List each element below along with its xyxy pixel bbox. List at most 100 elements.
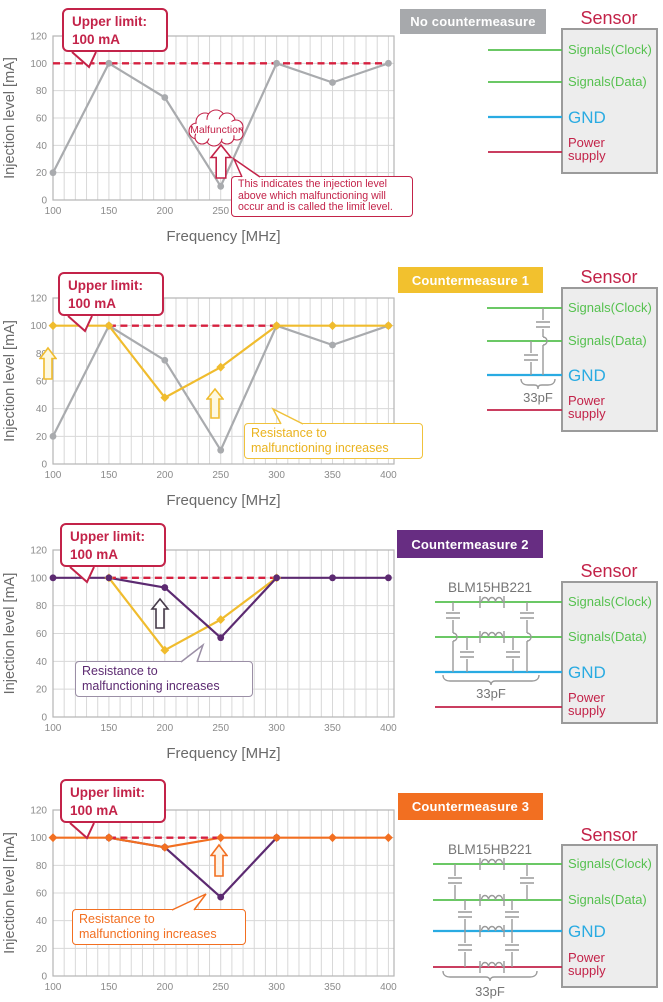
svg-text:40: 40 xyxy=(36,657,48,668)
badge-label: Countermeasure 2 xyxy=(411,536,529,552)
svg-text:400: 400 xyxy=(380,470,397,481)
svg-text:120: 120 xyxy=(30,806,47,817)
upper-limit-line1: Upper limit: xyxy=(70,529,146,544)
svg-text:120: 120 xyxy=(30,294,47,305)
ferrite-bead-part-label: BLM15HB221 xyxy=(448,580,532,595)
capacitor xyxy=(506,637,520,672)
clock-label: Signals(Clock) xyxy=(568,856,652,871)
ferrite-bead xyxy=(479,596,505,608)
resistance-note-line2: malfunctioning increases xyxy=(82,678,220,693)
resistance-note-line2: malfunctioning increases xyxy=(79,926,217,941)
svg-text:60: 60 xyxy=(36,889,48,900)
callout-tail xyxy=(171,893,207,911)
countermeasure-badge: Countermeasure 2 xyxy=(397,530,543,558)
resistance-note: Resistance to malfunctioning increases xyxy=(72,909,246,945)
brace xyxy=(442,674,540,686)
upper-limit-line1: Upper limit: xyxy=(68,278,144,293)
data-label: Signals(Data) xyxy=(568,629,647,644)
capacitance-label: 33pF xyxy=(523,390,553,405)
resistance-note-line2: malfunctioning increases xyxy=(251,440,389,455)
svg-text:80: 80 xyxy=(36,349,48,360)
gnd-label: GND xyxy=(568,366,606,385)
svg-text:150: 150 xyxy=(101,470,118,481)
svg-text:20: 20 xyxy=(36,168,48,179)
power-label-2: supply xyxy=(568,406,606,421)
svg-text:Frequency [MHz]: Frequency [MHz] xyxy=(166,745,280,762)
callout-tail xyxy=(67,315,93,333)
svg-text:20: 20 xyxy=(36,944,48,955)
data-label: Signals(Data) xyxy=(568,892,647,907)
capacitor xyxy=(446,602,460,672)
svg-text:100: 100 xyxy=(30,59,47,70)
ferrite-bead-part-label: BLM15HB221 xyxy=(448,842,532,857)
svg-text:300: 300 xyxy=(268,982,285,993)
sensor-title: Sensor xyxy=(580,561,637,581)
svg-text:150: 150 xyxy=(101,206,118,217)
brace xyxy=(520,378,556,390)
upper-limit-callout: Upper limit: 100 mA xyxy=(60,523,166,568)
svg-text:350: 350 xyxy=(324,723,341,734)
up-arrow-icon xyxy=(150,597,170,629)
up-arrow-icon xyxy=(209,143,233,179)
capacitor xyxy=(536,308,550,375)
malfunction-label: Malfunction xyxy=(190,124,244,136)
upper-limit-line2: 100 mA xyxy=(70,802,119,818)
upper-limit-callout: Upper limit: 100 mA xyxy=(62,8,168,53)
svg-text:40: 40 xyxy=(36,404,48,415)
svg-text:60: 60 xyxy=(36,377,48,388)
upper-limit-line2: 100 mA xyxy=(72,31,121,47)
resistance-note-line1: Resistance to xyxy=(82,664,158,678)
data-label: Signals(Data) xyxy=(568,74,647,89)
resistance-note: Resistance to malfunctioning increases xyxy=(75,661,253,697)
svg-text:200: 200 xyxy=(156,982,173,993)
upper-limit-line2: 100 mA xyxy=(70,546,119,562)
svg-text:20: 20 xyxy=(36,432,48,443)
svg-text:100: 100 xyxy=(45,206,62,217)
upper-limit-line1: Upper limit: xyxy=(70,785,146,800)
power-label-1: Power xyxy=(568,690,606,705)
power-label-2: supply xyxy=(568,148,606,163)
svg-text:350: 350 xyxy=(324,982,341,993)
ferrite-bead xyxy=(479,925,505,937)
svg-text:250: 250 xyxy=(212,206,229,217)
up-arrow-icon xyxy=(39,346,57,380)
svg-text:40: 40 xyxy=(36,916,48,927)
svg-text:400: 400 xyxy=(380,723,397,734)
capacitor xyxy=(520,602,534,672)
svg-text:120: 120 xyxy=(30,546,47,557)
svg-text:Frequency [MHz]: Frequency [MHz] xyxy=(166,228,280,245)
clock-label: Signals(Clock) xyxy=(568,42,652,57)
svg-text:0: 0 xyxy=(41,460,47,471)
svg-text:100: 100 xyxy=(45,723,62,734)
power-label-2: supply xyxy=(568,703,606,718)
resistance-note: Resistance to malfunctioning increases xyxy=(244,423,423,459)
callout-tail xyxy=(232,157,261,178)
capacitance-label: 33pF xyxy=(476,686,506,701)
countermeasure-badge: Countermeasure 3 xyxy=(398,793,543,820)
upper-limit-line2: 100 mA xyxy=(68,295,117,311)
upper-limit-line1: Upper limit: xyxy=(72,14,148,29)
panel-countermeasure-2: 100 150 200 250 300 350 400 0 20 40 60 80 100 120 Freq… xyxy=(0,512,663,770)
svg-text:80: 80 xyxy=(36,861,48,872)
injection-chart-no-countermeasure: 100150200250300350400020406080100120Freq… xyxy=(2,32,397,246)
svg-text:150: 150 xyxy=(101,982,118,993)
up-arrow-icon xyxy=(206,387,224,419)
sensor-title: Sensor xyxy=(580,267,637,287)
svg-text:100: 100 xyxy=(30,833,47,844)
svg-text:0: 0 xyxy=(41,196,47,207)
callout-tail xyxy=(71,51,97,69)
countermeasure-badge: Countermeasure 1 xyxy=(398,267,543,293)
svg-text:400: 400 xyxy=(380,982,397,993)
sensor-title: Sensor xyxy=(580,825,637,845)
power-label-1: Power xyxy=(568,393,606,408)
callout-tail xyxy=(180,643,205,663)
svg-text:0: 0 xyxy=(41,713,47,724)
svg-text:100: 100 xyxy=(30,573,47,584)
svg-text:Injection level [mA]: Injection level [mA] xyxy=(2,57,18,179)
capacitance-label: 33pF xyxy=(475,984,505,999)
svg-text:Injection level [mA]: Injection level [mA] xyxy=(2,320,18,442)
svg-text:Frequency [MHz]: Frequency [MHz] xyxy=(166,492,280,509)
svg-text:100: 100 xyxy=(45,470,62,481)
svg-text:Injection level [mA]: Injection level [mA] xyxy=(2,832,18,954)
panel-countermeasure-1: 100 150 200 250 300 350 400 0 20 40 60 80 100 120 Freq… xyxy=(0,258,663,512)
